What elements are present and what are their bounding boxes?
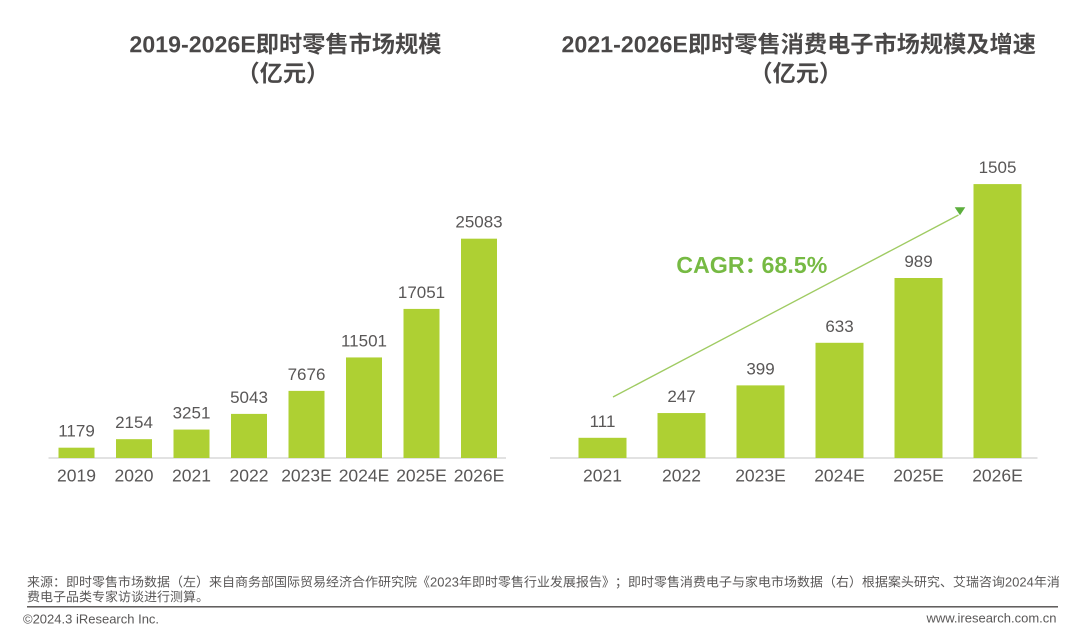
svg-text:1179: 1179 bbox=[58, 422, 95, 441]
svg-text:989: 989 bbox=[904, 252, 932, 271]
svg-text:2023E: 2023E bbox=[735, 466, 786, 486]
svg-text:2024E: 2024E bbox=[814, 466, 865, 486]
svg-text:5043: 5043 bbox=[230, 388, 268, 407]
svg-text:2021: 2021 bbox=[172, 466, 211, 486]
svg-text:2022: 2022 bbox=[662, 466, 701, 486]
svg-text:2154: 2154 bbox=[115, 413, 153, 432]
svg-text:11501: 11501 bbox=[341, 331, 387, 350]
svg-text:2026E: 2026E bbox=[454, 466, 505, 486]
svg-text:2019: 2019 bbox=[57, 466, 96, 486]
svg-text:2022: 2022 bbox=[230, 466, 269, 486]
svg-text:2021: 2021 bbox=[583, 466, 622, 486]
svg-text:25083: 25083 bbox=[455, 213, 502, 232]
svg-text:2026E: 2026E bbox=[972, 466, 1023, 486]
svg-text:399: 399 bbox=[746, 359, 774, 378]
svg-text:www.iresearch.com.cn: www.iresearch.com.cn bbox=[925, 610, 1056, 625]
svg-text:2025E: 2025E bbox=[893, 466, 944, 486]
svg-text:247: 247 bbox=[667, 387, 695, 406]
svg-text:2020: 2020 bbox=[115, 466, 154, 486]
svg-text:1505: 1505 bbox=[979, 158, 1017, 177]
svg-text:2024E: 2024E bbox=[339, 466, 390, 486]
svg-text:17051: 17051 bbox=[398, 283, 445, 302]
svg-text:©2024.3 iResearch Inc.: ©2024.3 iResearch Inc. bbox=[23, 612, 159, 627]
svg-text:2023E: 2023E bbox=[281, 466, 332, 486]
svg-text:7676: 7676 bbox=[288, 365, 326, 384]
svg-text:3251: 3251 bbox=[173, 404, 211, 423]
svg-text:633: 633 bbox=[825, 317, 853, 336]
svg-text:111: 111 bbox=[590, 412, 616, 431]
svg-text:2025E: 2025E bbox=[396, 466, 447, 486]
